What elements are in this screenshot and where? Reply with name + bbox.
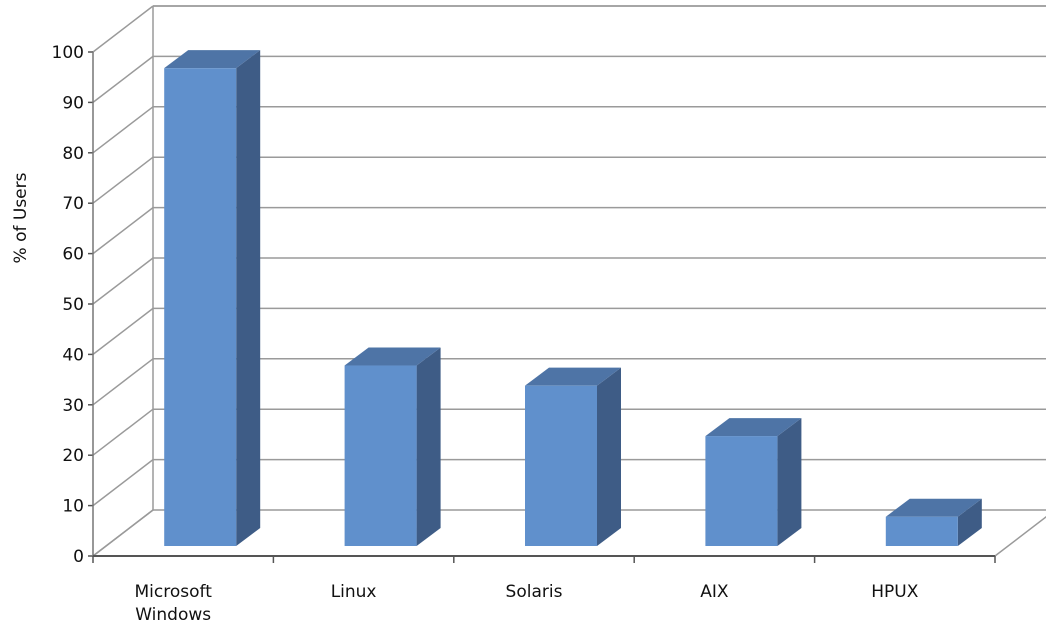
y-tick-label: 30 (62, 396, 84, 416)
side-gridline (92, 459, 154, 507)
x-category-label: Solaris (506, 582, 563, 602)
y-tick-label: 20 (62, 446, 84, 466)
x-category-label: AIX (700, 582, 729, 602)
x-category-labels: Microsoft Windows Linux Solaris AIX HPUX (135, 582, 919, 625)
floor-right-edge (994, 515, 1046, 557)
y-tick-label: 80 (62, 144, 84, 164)
bar (164, 50, 261, 546)
y-tick-label: 70 (62, 194, 84, 214)
y-tick-label: 0 (73, 547, 84, 567)
y-tick-label: 60 (62, 245, 84, 265)
bar-side-face (416, 347, 441, 546)
side-gridline (92, 207, 154, 255)
bar-top-face (344, 347, 441, 366)
side-gridline (92, 55, 154, 103)
y-tick-label: 10 (62, 497, 84, 517)
side-gridline (92, 156, 154, 204)
y-tick-label: 40 (62, 345, 84, 365)
bar (885, 498, 982, 546)
bar-side-face (957, 498, 982, 546)
bar-top-face (885, 498, 982, 517)
bar-side-face (777, 418, 802, 546)
side-gridline (92, 358, 154, 406)
side-gridline (92, 5, 154, 53)
x-category-label: HPUX (871, 582, 918, 602)
bar-front-face (164, 68, 237, 546)
bar-top-face (164, 50, 261, 69)
side-gridline (92, 408, 154, 456)
side-gridline (92, 106, 154, 154)
y-tick-labels: 0 10 20 30 40 50 60 70 80 90 100 (52, 43, 84, 567)
x-category-label: Microsoft Windows (135, 582, 213, 625)
bar-side-face (236, 50, 261, 546)
side-gridline (92, 307, 154, 355)
bar-front-face (705, 436, 778, 546)
y-tick-label: 50 (62, 295, 84, 315)
bar-front-face (885, 516, 958, 546)
side-gridline (92, 509, 154, 557)
bar-front-face (525, 385, 597, 546)
y-tick-label: 100 (52, 43, 84, 63)
axes (88, 51, 996, 563)
bar-top-face (705, 418, 802, 437)
bar-top-face (525, 367, 621, 386)
bar-side-face (597, 367, 621, 546)
y-axis-title: % of Users (11, 172, 31, 263)
x-category-label: Linux (331, 582, 377, 602)
side-gridline (92, 257, 154, 305)
bar (705, 418, 802, 546)
bar (344, 347, 441, 546)
bars (164, 50, 982, 546)
y-tick-label: 90 (62, 93, 84, 113)
bar (525, 367, 621, 546)
bar-front-face (344, 365, 417, 546)
